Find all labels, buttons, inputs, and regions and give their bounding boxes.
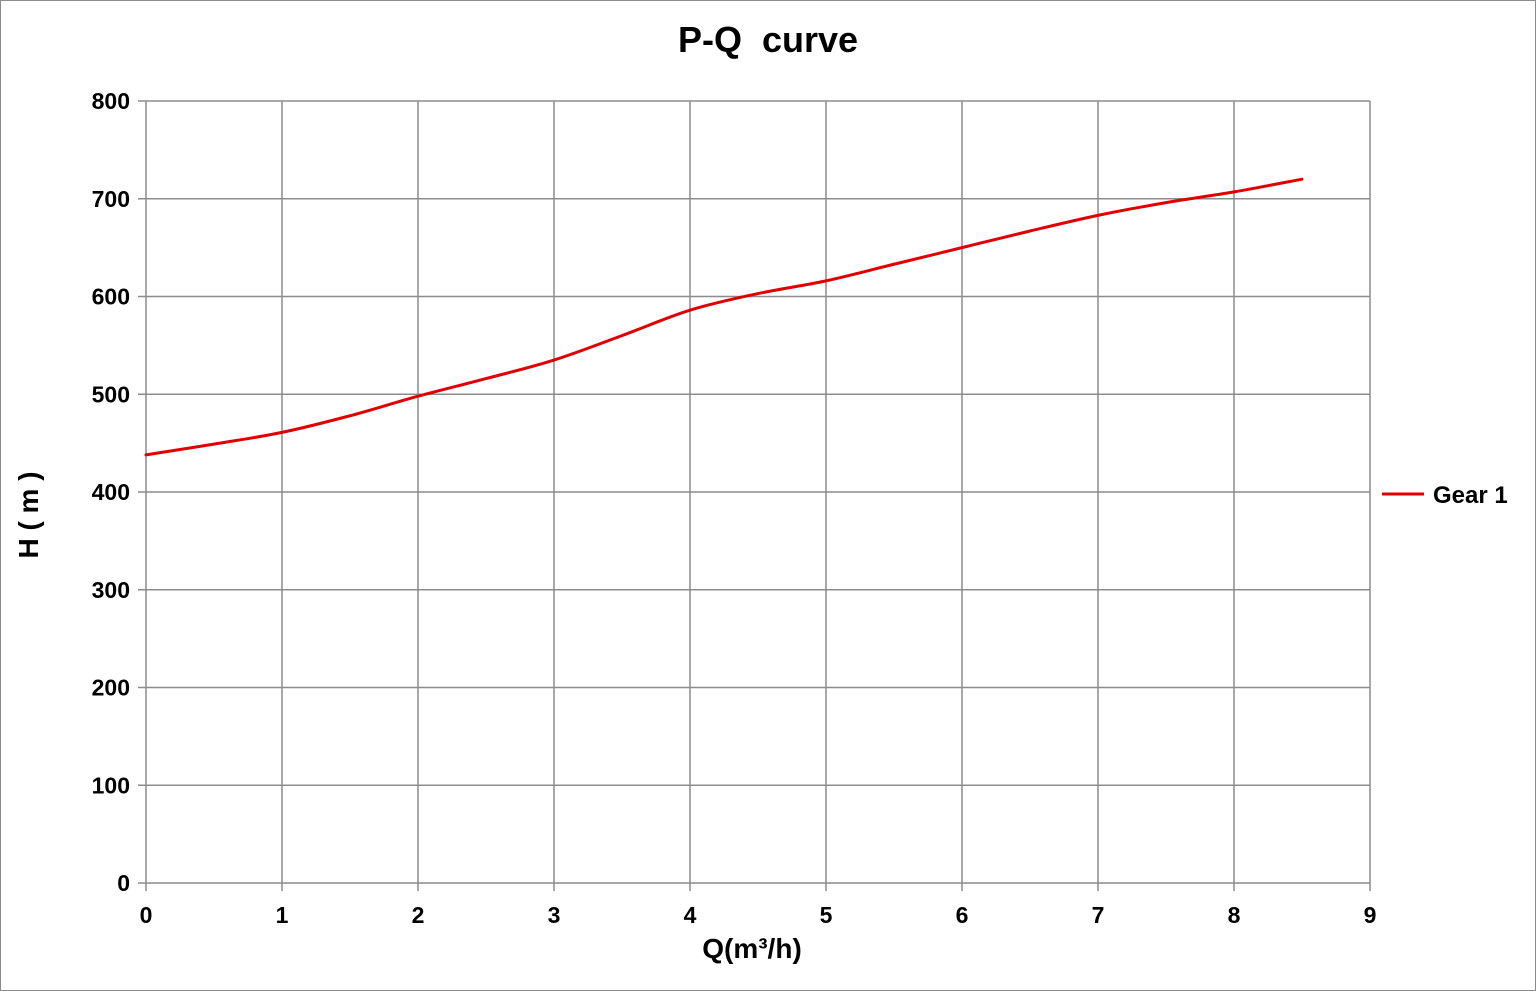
axes: [138, 100, 1371, 891]
y-tick-label: 200: [92, 675, 130, 701]
x-tick-label: 0: [140, 902, 153, 928]
series-lines: [144, 177, 1304, 457]
x-tick-label: 4: [684, 902, 697, 928]
grid-lines: [146, 100, 1371, 883]
y-axis-label: H ( m ): [13, 471, 44, 558]
x-axis-label: Q(m³/h): [702, 933, 802, 964]
x-tick-label: 1: [276, 902, 289, 928]
y-tick-label: 500: [92, 381, 130, 407]
y-tick-label: 0: [117, 870, 130, 896]
y-tick-label: 400: [92, 479, 130, 505]
y-tick-label: 300: [92, 577, 130, 603]
x-tick-label: 8: [1228, 902, 1241, 928]
legend-label-gear-1: Gear 1: [1433, 482, 1508, 509]
chart-title: P-Q curve: [678, 19, 858, 60]
x-tick-label: 3: [548, 902, 561, 928]
x-tick-label: 5: [820, 902, 833, 928]
x-tick-label: 9: [1364, 902, 1377, 928]
y-tick-label: 100: [92, 772, 130, 798]
x-tick-label: 6: [956, 902, 969, 928]
y-tick-label: 700: [92, 186, 130, 212]
x-tick-label: 7: [1092, 902, 1105, 928]
y-tick-label: 600: [92, 284, 130, 310]
series-line-gear-1: [144, 177, 1304, 457]
x-tick-label: 2: [412, 902, 425, 928]
legend: Gear 1: [1382, 482, 1508, 509]
y-tick-label: 800: [92, 88, 130, 114]
tick-labels: 0 1 2 3 4 5 6 7 8 9 0 100 200 300 400 500 600 700 800: [92, 88, 1377, 928]
